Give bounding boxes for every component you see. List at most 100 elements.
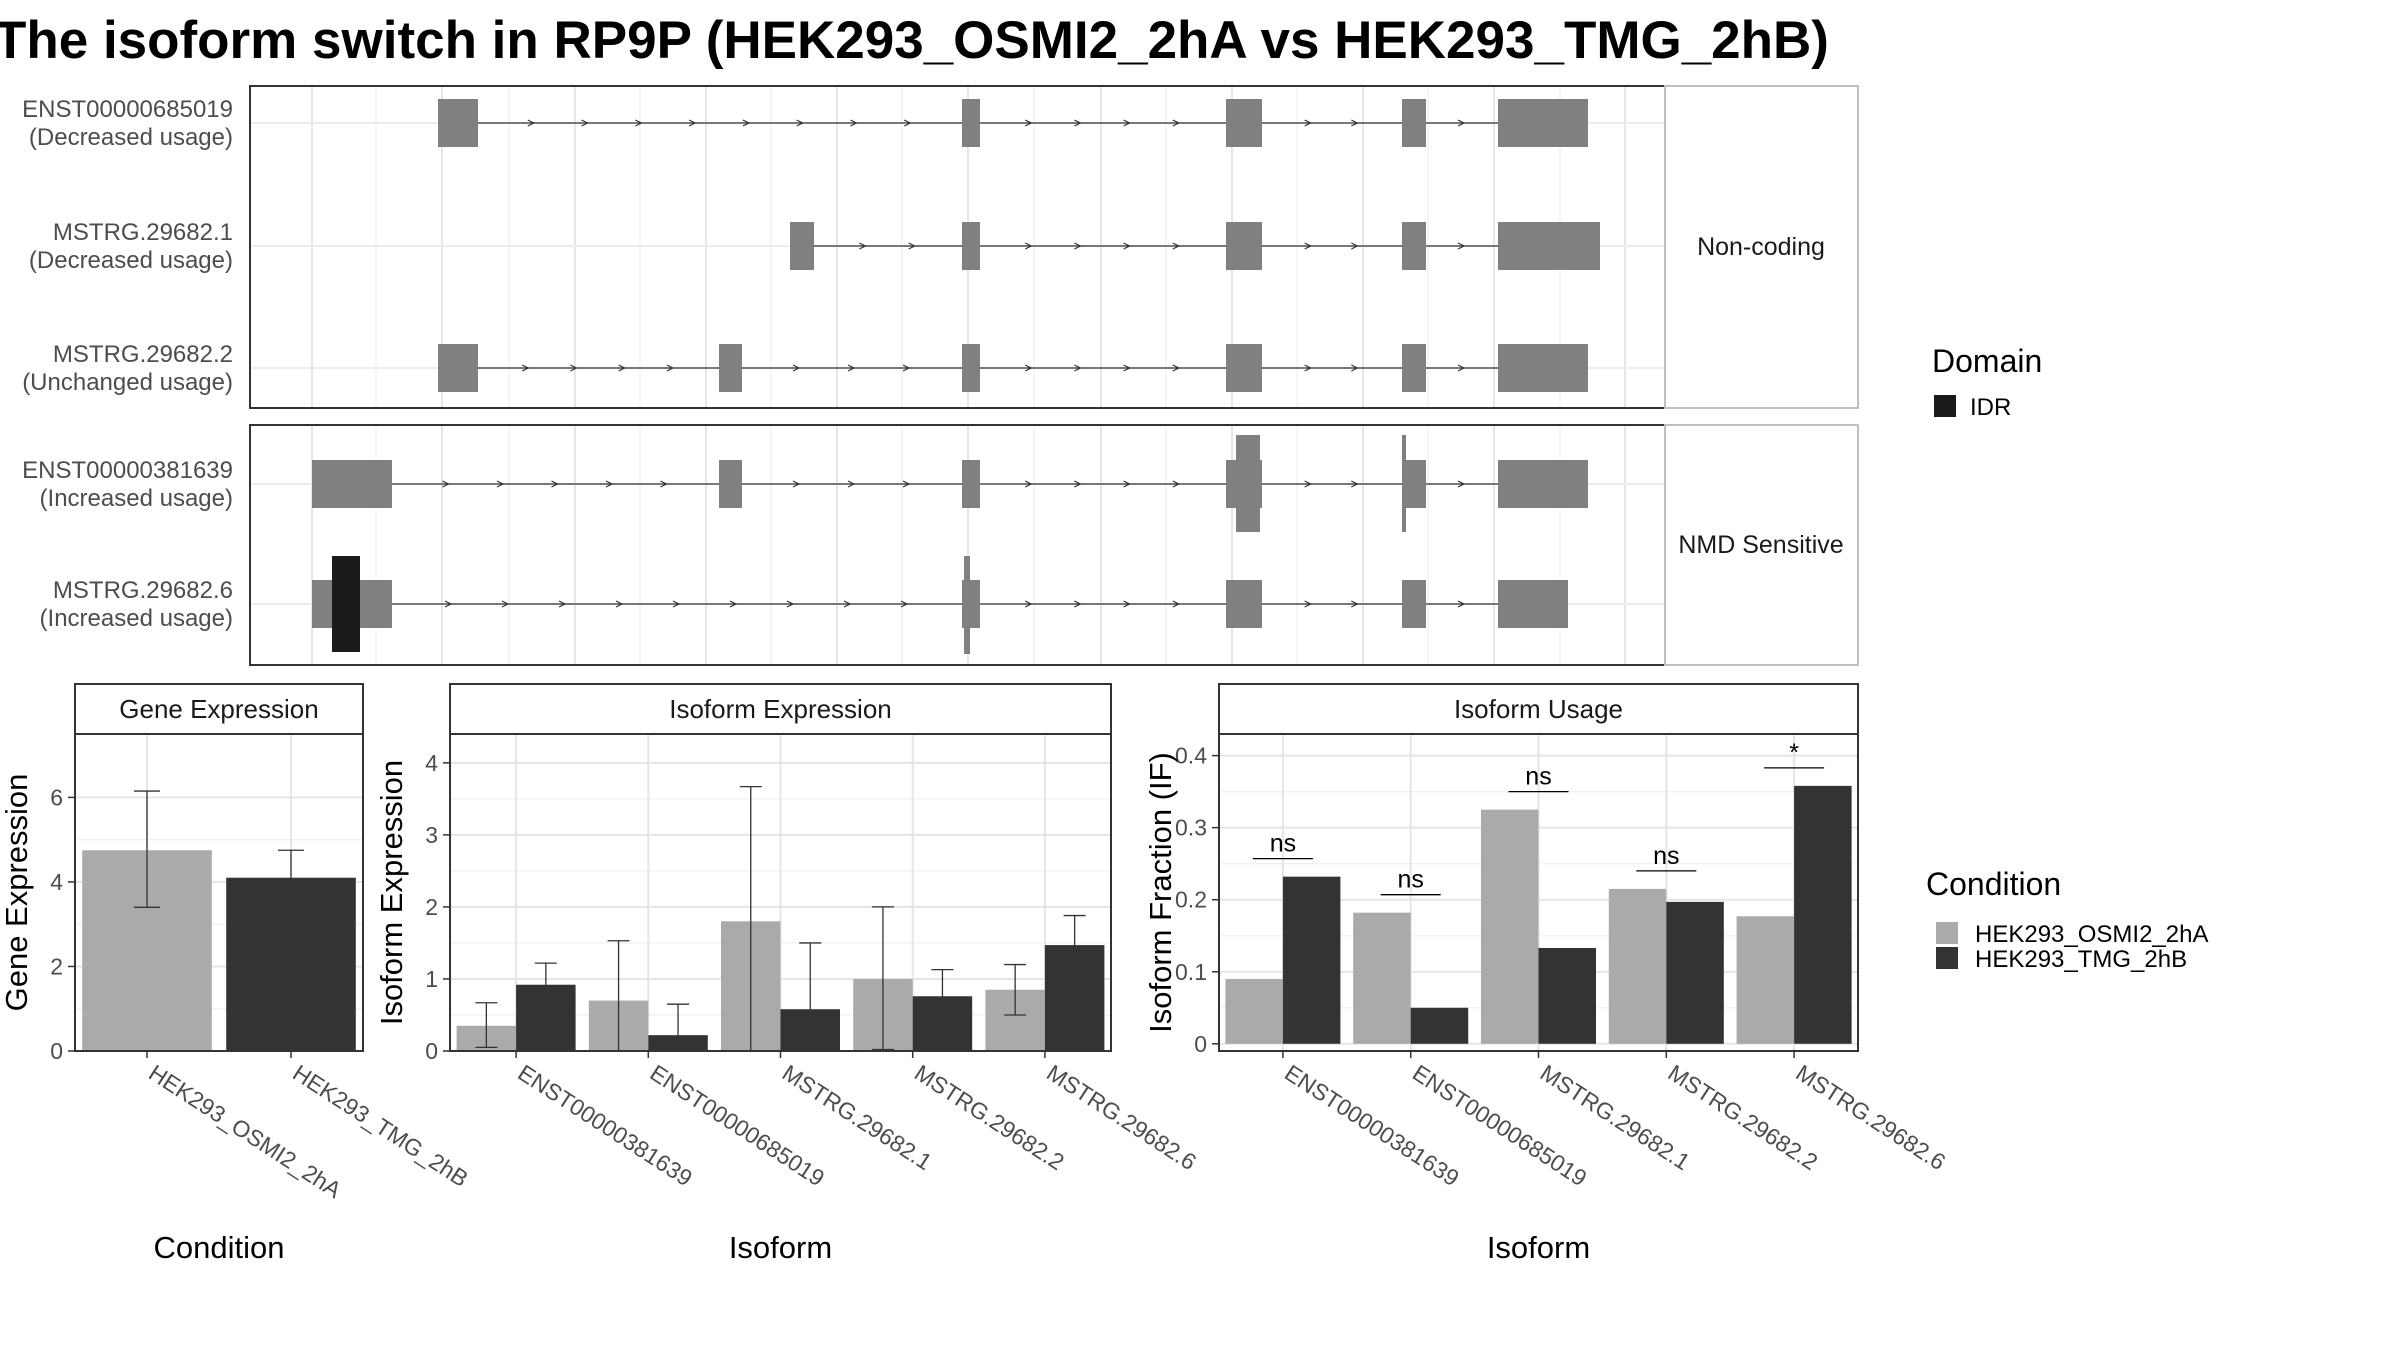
intron-arrow (618, 364, 626, 372)
intron-arrow (635, 119, 643, 127)
intron-arrow (1123, 119, 1131, 127)
x-axis-label: Condition (154, 1230, 285, 1265)
x-axis-label: Isoform (729, 1230, 832, 1265)
transcript-usage: (Unchanged usage) (22, 369, 233, 396)
transcript-track (312, 435, 1588, 532)
intron-arrow (660, 480, 668, 488)
exon (1226, 99, 1262, 147)
transcript-usage: (Decreased usage) (29, 247, 233, 274)
transcript-name: MSTRG.29682.1 (53, 219, 233, 246)
intron-arrow (570, 364, 578, 372)
bar (1794, 785, 1852, 1044)
group-label: NMD Sensitive (1678, 531, 1843, 559)
exon (1498, 344, 1588, 392)
figure-title: The isoform switch in RP9P (HEK293_OSMI2… (0, 11, 1829, 70)
intron-arrow (742, 119, 751, 127)
transcript-track (438, 99, 1588, 147)
intron-arrow (796, 119, 805, 127)
intron-arrow (843, 600, 852, 608)
exon (790, 222, 814, 270)
chart-title: Isoform Usage (1454, 694, 1623, 724)
transcript-track (438, 344, 1588, 392)
intron-arrow (792, 364, 801, 372)
exon (1226, 344, 1262, 392)
intron-arrow (1074, 242, 1082, 250)
exon (962, 222, 980, 270)
group-strip (1664, 85, 1859, 409)
intron-arrow (1074, 600, 1082, 608)
structure-group: ENST00000685019(Decreased usage)MSTRG.29… (22, 85, 1859, 409)
exon (719, 460, 742, 508)
intron-arrow (1457, 480, 1466, 488)
exon (719, 344, 742, 392)
y-tick-label: 4 (50, 869, 63, 895)
x-axis-label: Isoform (1487, 1230, 1590, 1265)
y-tick-label: 0 (1194, 1031, 1207, 1057)
bar (1282, 876, 1341, 1044)
intron-arrow (1304, 119, 1313, 127)
chart-panel: Isoform Usagensnsnsns*00.10.20.30.4ENST0… (1143, 683, 1950, 1265)
significance-label: * (1789, 739, 1799, 767)
domain-legend: Domain IDR (1932, 343, 2042, 421)
transcript-usage: (Decreased usage) (29, 124, 233, 151)
exon (1402, 222, 1426, 270)
exon (438, 344, 478, 392)
chart-title: Isoform Expression (669, 694, 892, 724)
intron-arrow (902, 480, 911, 488)
intron-arrow (729, 600, 738, 608)
y-axis-label: Gene Expression (0, 774, 34, 1012)
intron-arrow (1123, 480, 1131, 488)
intron-arrow (615, 600, 624, 608)
chart-title: Gene Expression (119, 694, 318, 724)
y-tick-label: 0.1 (1175, 959, 1207, 985)
intron-arrow (1457, 600, 1466, 608)
intron-arrow (1172, 119, 1181, 127)
bar (1410, 1007, 1469, 1044)
intron-arrow (1457, 119, 1466, 127)
exon (962, 99, 980, 147)
intron-arrow (908, 242, 917, 250)
intron-arrow (444, 600, 453, 608)
intron-arrow (847, 364, 856, 372)
chart-panel: Isoform Expression01234ENST00000381639EN… (374, 683, 1201, 1265)
structure-group: ENST00000381639(Increased usage)MSTRG.29… (22, 424, 1859, 666)
bar (1225, 978, 1283, 1044)
chart-panel-border (74, 733, 364, 1052)
intron-arrow (1123, 364, 1131, 372)
group-label: Non-coding (1697, 233, 1825, 261)
bar (1353, 912, 1411, 1044)
exon (438, 99, 478, 147)
intron-arrow (1351, 480, 1359, 488)
exon (1402, 344, 1426, 392)
y-tick-label: 0.2 (1175, 887, 1207, 913)
intron-arrow (551, 480, 559, 488)
chart-strip (1218, 683, 1859, 735)
idr-domain (332, 556, 360, 652)
intron-arrow (900, 600, 909, 608)
intron-arrow (1304, 242, 1313, 250)
exon (962, 344, 980, 392)
y-tick-label: 6 (50, 784, 63, 810)
domain-legend-title: Domain (1932, 343, 2042, 379)
expression-charts: Gene Expression0246HEK293_OSMI2_2hAHEK29… (0, 683, 1950, 1265)
y-tick-label: 2 (425, 894, 438, 920)
intron-arrow (786, 600, 795, 608)
intron-arrow (1172, 364, 1181, 372)
y-tick-label: 0 (425, 1038, 438, 1064)
exon (1498, 460, 1588, 508)
intron-arrow (1304, 600, 1313, 608)
y-tick-label: 0.3 (1175, 815, 1207, 841)
transcript-usage: (Increased usage) (40, 485, 233, 512)
bar (1736, 916, 1795, 1044)
chart-strip (449, 683, 1112, 735)
exon (962, 460, 980, 508)
intron-arrow (1024, 364, 1033, 372)
intron-arrow (1024, 119, 1033, 127)
bar (1538, 947, 1597, 1044)
x-tick-label: MSTRG.29682.6 (1042, 1059, 1201, 1175)
exon (312, 460, 392, 508)
intron-arrow (1074, 364, 1082, 372)
y-tick-label: 3 (425, 822, 438, 848)
condition-legend-label: HEK293_OSMI2_2hA (1975, 921, 2208, 948)
